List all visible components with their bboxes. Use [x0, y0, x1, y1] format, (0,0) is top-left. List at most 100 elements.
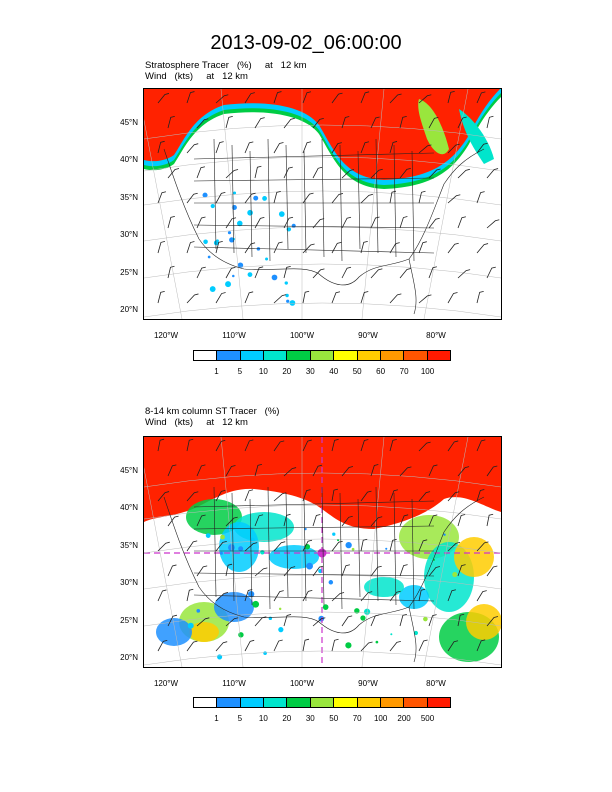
lon-label: 90°W: [358, 679, 378, 688]
wind-barb: [225, 516, 238, 527]
tracer-cell: [187, 622, 194, 629]
colorbar-swatch: [194, 351, 217, 360]
wind-barb: [312, 117, 324, 129]
tracer-cell: [210, 203, 215, 209]
wind-barb: [331, 193, 343, 204]
wind-barb: [167, 564, 177, 577]
wind-barb: [360, 240, 368, 254]
lat-label: 20°N: [120, 305, 138, 314]
wind-barb: [244, 489, 254, 502]
colorbar-swatch: [216, 351, 240, 360]
wind-barb: [157, 191, 167, 204]
colorbar-label: 1: [214, 714, 219, 723]
tracer-cell: [225, 281, 232, 288]
wind-barb: [244, 291, 254, 304]
wind-barb: [196, 166, 206, 179]
wind-barb: [447, 589, 456, 602]
panel2-title-line1: 8-14 km column ST Tracer (%): [145, 406, 280, 417]
wind-barb: [457, 269, 471, 279]
wind-barb: [457, 168, 470, 179]
tracer-cell: [423, 616, 428, 622]
wind-barb: [341, 116, 350, 129]
wind-barb: [273, 492, 287, 502]
colorbar-swatch: [239, 698, 264, 707]
wind-barb: [457, 116, 467, 129]
tracer-cell: [213, 240, 219, 246]
wind-barb: [486, 616, 499, 627]
colorbar-label: 100: [373, 714, 388, 723]
wind-barb: [215, 592, 229, 602]
wind-barb: [331, 92, 343, 104]
tracer-cell: [278, 211, 285, 217]
wind-barb: [273, 142, 284, 154]
wind-barb: [331, 438, 339, 452]
wind-barb: [341, 216, 352, 229]
marker-point: [317, 548, 327, 558]
tracer-cell: [278, 607, 282, 611]
wind-barb: [428, 464, 438, 477]
wind-barb: [302, 290, 310, 304]
wind-barb: [283, 216, 294, 229]
colorbar-label: 30: [305, 714, 315, 723]
wind-barb: [457, 613, 465, 627]
colorbar-swatch: [216, 698, 240, 707]
tracer-cell: [252, 600, 260, 608]
colorbar-label: 1: [214, 367, 219, 376]
wind-barb: [360, 91, 370, 104]
colorbar-swatch: [286, 698, 310, 707]
wind-barb: [399, 167, 411, 179]
wind-barb: [244, 141, 254, 154]
wind-barb: [225, 563, 233, 577]
tracer-cell: [232, 274, 235, 278]
wind-barbs: [157, 438, 499, 652]
wind-barb: [447, 90, 455, 104]
tracer-cell: [278, 627, 284, 633]
lon-label: 120°W: [153, 331, 179, 340]
wind-barb: [302, 192, 314, 204]
wind-barb: [331, 592, 345, 602]
wind-barb: [428, 266, 437, 279]
tracer-cell: [263, 651, 267, 655]
wind-barb: [428, 614, 437, 627]
colorbar-label: 70: [352, 714, 362, 723]
wind-barb: [331, 291, 341, 304]
tracer-cell: [345, 541, 352, 549]
tracer-cell: [354, 608, 360, 614]
wind-barbs: [157, 90, 500, 304]
wind-barb: [186, 540, 198, 552]
wind-barb: [389, 293, 402, 304]
tracer-cell: [413, 630, 419, 636]
wind-barb: [389, 93, 402, 104]
wind-barb: [360, 641, 373, 652]
tracer-cell: [285, 293, 289, 298]
wind-barb: [196, 514, 206, 527]
lon-label: 80°W: [426, 331, 446, 340]
tracer-cell: [227, 231, 232, 235]
wind-barb: [341, 515, 353, 527]
tracer-east-patch: [418, 99, 449, 155]
wind-barb: [476, 590, 487, 602]
wind-barb: [418, 94, 432, 104]
wind-barb: [447, 242, 459, 254]
wind-barb: [389, 640, 401, 652]
tracer-cell: [318, 569, 323, 574]
wind-barb: [273, 639, 283, 652]
wind-barb: [302, 141, 312, 154]
panel1-title-line1: Stratosphere Tracer (%) at 12 km: [145, 60, 307, 71]
wind-barb: [283, 265, 291, 279]
wind-barb: [370, 565, 382, 577]
wind-barb: [225, 617, 239, 627]
wind-barb: [476, 290, 484, 304]
wind-barb: [186, 438, 194, 452]
wind-barb: [167, 464, 177, 477]
wind-barb: [399, 115, 407, 129]
wind-barb: [418, 539, 428, 552]
tracer-cell: [336, 538, 340, 542]
wind-barb: [418, 144, 432, 154]
wind-barb: [476, 243, 489, 254]
wind-barb: [196, 216, 206, 229]
wind-barb: [370, 216, 380, 229]
tracer-cell: [247, 272, 253, 278]
wind-barb: [273, 294, 287, 304]
tracer-cell: [219, 551, 223, 555]
